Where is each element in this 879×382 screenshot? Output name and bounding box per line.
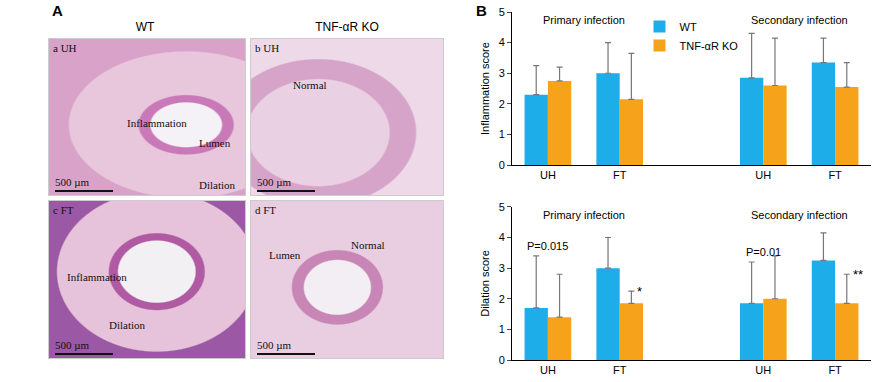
svg-text:0: 0 [499,159,505,171]
svg-text:4: 4 [499,231,505,243]
svg-text:WT: WT [680,21,697,33]
svg-text:1: 1 [499,128,505,140]
svg-text:Primary infection: Primary infection [543,14,625,26]
svg-text:3: 3 [499,67,505,79]
svg-text:*: * [637,284,642,299]
svg-text:0: 0 [499,354,505,366]
html-text:d FT: d FT [255,204,277,216]
html-text:a UH: a UH [53,42,77,54]
svg-text:FT: FT [613,169,627,181]
svg-text:Dilation score: Dilation score [479,250,491,317]
svg-text:FT: FT [828,364,842,376]
svg-text:UH: UH [540,364,556,376]
html-text:500 µm: 500 µm [55,339,90,351]
svg-text:1: 1 [499,323,505,335]
html-text:Lumen: Lumen [269,249,301,261]
svg-text:2: 2 [499,293,505,305]
html-text:B: B [476,2,487,19]
html-text:Normal: Normal [293,79,327,91]
html-text:Inflammation: Inflammation [67,271,127,283]
svg-text:UH: UH [540,169,556,181]
svg-text:5: 5 [499,6,505,18]
svg-text:2: 2 [499,98,505,110]
html-text:A: A [52,2,63,19]
svg-text:3: 3 [499,262,505,274]
html-text:500 µm: 500 µm [257,176,292,188]
html-text:500 µm: 500 µm [55,176,90,188]
html-text:WT: WT [135,20,155,34]
html-text:Dilation: Dilation [109,319,146,331]
svg-text:Secondary infection: Secondary infection [751,209,848,221]
svg-text:UH: UH [755,364,771,376]
svg-text:Secondary infection: Secondary infection [751,14,848,26]
svg-text:UH: UH [755,169,771,181]
html-text:b UH: b UH [255,42,280,54]
svg-text:Primary infection: Primary infection [543,209,625,221]
svg-text:P=0.01: P=0.01 [746,246,781,258]
html-text:500 µm: 500 µm [257,339,292,351]
svg-text:**: ** [853,267,863,282]
svg-text:TNF-αR KO: TNF-αR KO [680,40,739,52]
svg-text:5: 5 [499,201,505,213]
html-text:Inflammation: Inflammation [127,117,187,129]
svg-text:Inflammation score: Inflammation score [479,42,491,135]
html-text:Lumen: Lumen [199,137,231,149]
svg-text:P=0.015: P=0.015 [527,240,568,252]
html-text:Normal: Normal [351,239,385,251]
html-text:c FT: c FT [53,204,74,216]
svg-text:FT: FT [828,169,842,181]
svg-text:4: 4 [499,36,505,48]
html-text:Dilation: Dilation [199,179,236,191]
html-text:TNF-αR KO: TNF-αR KO [315,20,379,34]
svg-text:FT: FT [613,364,627,376]
